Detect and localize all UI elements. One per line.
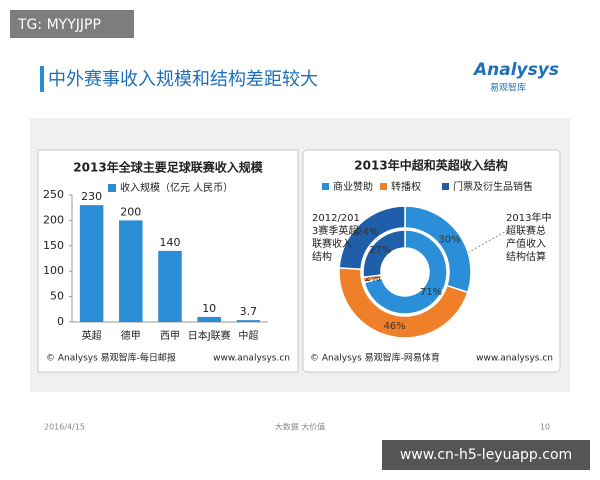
site: www.cn-h5-leyuapp.com [400,447,572,463]
bar [197,316,221,322]
value-label: 10 [202,302,216,315]
value-label: 27% [369,245,391,256]
logo-sub: 易观智库 [490,82,526,94]
value-label: 2% [365,273,381,284]
donut-segment [362,229,406,279]
date: 2016/4/15 [44,423,85,432]
source-url: www.analysys.cn [476,354,553,364]
legend-label: 收入规模（亿元 人民币） [120,181,233,194]
bar [236,320,261,322]
legend-label: 转播权 [391,180,421,193]
source-url: www.analysys.cn [213,354,290,364]
ring-annotation: 2013年中 [506,211,551,224]
value-label: 230 [81,190,102,203]
chart-title: 2013年中超和英超收入结构 [354,158,507,173]
x-tick-label: 德甲 [121,329,141,342]
y-tick-label: 150 [43,239,64,252]
value-label: 200 [120,205,141,218]
y-tick-label: 0 [57,315,64,328]
bar [119,220,143,322]
logo: Analysys [472,60,559,80]
footer: 大数据 大价值 [275,422,326,432]
ring-annotation: 结构估算 [506,250,546,263]
value-label: 46% [384,321,406,332]
value-label: 30% [438,235,460,246]
x-tick-label: 英超 [82,329,102,342]
page-number: 10 [540,423,550,432]
bar [158,250,182,322]
badge: TG: MYYJJPP [17,17,101,33]
bar [79,205,104,322]
legend-swatch [108,184,116,192]
y-tick-label: 50 [50,290,64,303]
chart-title: 2013年全球主要足球联赛收入规模 [73,160,263,175]
site-box [382,440,590,470]
legend-swatch [322,183,329,190]
legend-label: 商业赞助 [333,180,373,193]
x-tick-label: 中超 [238,329,258,342]
donut-segment [338,205,406,271]
ring-annotation: 超联赛总 [506,224,546,237]
legend-swatch [380,183,387,190]
x-tick-label: 西甲 [160,331,180,342]
value-label: 140 [160,236,181,249]
ring-annotation: 联赛收入 [312,237,352,250]
y-tick-label: 100 [43,264,64,277]
legend-label: 门票及衍生品销售 [453,180,533,193]
source: © Analysys 易观智库-网易体育 [310,352,440,364]
value-label: 3.7 [240,305,258,318]
legend-swatch [442,183,449,190]
ring-annotation: 3赛季英超 [312,224,358,237]
slide-title: 中外赛事收入规模和结构差距较大 [48,69,318,90]
value-label: 24% [356,227,378,238]
ring-annotation: 产值收入 [506,237,546,250]
donut-segment [338,267,469,339]
ring-annotation: 结构 [312,250,332,263]
ring-annotation: 2012/201 [312,213,360,224]
donut-segment [363,229,448,315]
value-label: 71% [420,287,442,298]
source: © Analysys 易观智库-每日邮报 [46,352,176,364]
badge-box [10,10,134,38]
x-tick-label: 日本J联赛 [188,329,231,342]
y-tick-label: 250 [43,188,64,201]
title-bar [40,66,44,92]
y-tick-label: 200 [43,213,64,226]
